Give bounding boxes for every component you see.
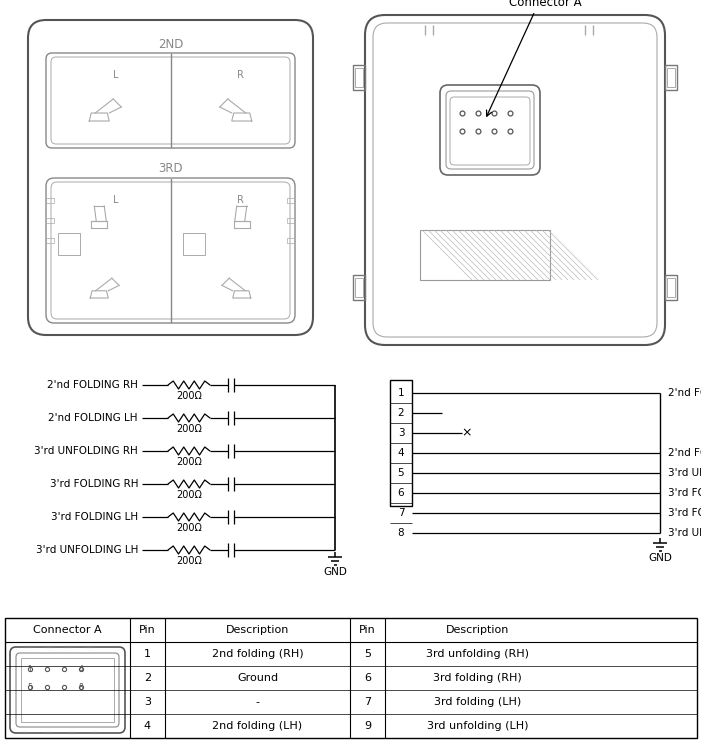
- Text: 200Ω: 200Ω: [176, 490, 202, 500]
- Bar: [287, 238, 295, 243]
- Text: 3RD: 3RD: [158, 161, 183, 174]
- Text: 4: 4: [144, 721, 151, 731]
- Text: 200Ω: 200Ω: [176, 556, 202, 566]
- Text: 9: 9: [364, 721, 371, 731]
- Text: Description: Description: [446, 625, 509, 635]
- Bar: [665, 275, 677, 300]
- Bar: [46, 238, 54, 243]
- Text: 3: 3: [397, 428, 404, 438]
- Text: 2ND: 2ND: [158, 38, 183, 51]
- Text: GND: GND: [648, 553, 672, 563]
- Bar: [667, 278, 675, 297]
- Text: 3'rd FOLDING LH: 3'rd FOLDING LH: [51, 512, 138, 522]
- Text: 6: 6: [397, 488, 404, 498]
- Text: Pin: Pin: [359, 625, 376, 635]
- Text: Description: Description: [226, 625, 290, 635]
- Bar: [353, 65, 365, 90]
- Bar: [355, 68, 363, 87]
- Text: R: R: [238, 70, 244, 80]
- Text: 2: 2: [144, 673, 151, 683]
- Text: 3rd unfolding (RH): 3rd unfolding (RH): [426, 649, 529, 659]
- Text: ×: ×: [462, 427, 472, 440]
- Bar: [390, 380, 412, 506]
- Bar: [46, 218, 54, 223]
- Text: 3'rd FOLDING RH: 3'rd FOLDING RH: [50, 479, 138, 489]
- Text: 200Ω: 200Ω: [176, 391, 202, 401]
- Bar: [58, 233, 80, 255]
- Text: 7: 7: [364, 697, 371, 707]
- Bar: [287, 198, 295, 203]
- Text: 3rd unfolding (LH): 3rd unfolding (LH): [427, 721, 529, 731]
- Text: 3'rd FOLDING RH: 3'rd FOLDING RH: [668, 488, 701, 498]
- Text: GND: GND: [323, 567, 347, 577]
- Bar: [182, 233, 205, 255]
- Text: 200Ω: 200Ω: [176, 457, 202, 467]
- Text: 1: 1: [27, 664, 32, 673]
- Bar: [667, 68, 675, 87]
- Text: 3: 3: [144, 697, 151, 707]
- Bar: [21, 658, 114, 722]
- Text: L: L: [114, 195, 119, 205]
- Text: 3rd folding (LH): 3rd folding (LH): [434, 697, 521, 707]
- Text: 8: 8: [79, 682, 83, 691]
- Text: 5: 5: [364, 649, 371, 659]
- Text: L: L: [114, 70, 119, 80]
- Text: Connector A: Connector A: [33, 625, 102, 635]
- Text: 1: 1: [144, 649, 151, 659]
- Text: 1: 1: [397, 388, 404, 398]
- Text: 3'rd FOLDING LH: 3'rd FOLDING LH: [668, 508, 701, 518]
- Text: 4: 4: [397, 448, 404, 458]
- Bar: [287, 218, 295, 223]
- Text: 8: 8: [397, 528, 404, 538]
- Text: 3'rd UNFOLDING RH: 3'rd UNFOLDING RH: [668, 468, 701, 478]
- Text: 2'nd FOLDING LH: 2'nd FOLDING LH: [668, 448, 701, 458]
- Text: 3'rd UNFOLDING LH: 3'rd UNFOLDING LH: [36, 545, 138, 555]
- Text: 3'rd UNFOLDING RH: 3'rd UNFOLDING RH: [34, 446, 138, 456]
- Bar: [5, 618, 697, 738]
- Bar: [353, 275, 365, 300]
- Bar: [420, 230, 550, 280]
- Text: 5: 5: [397, 468, 404, 478]
- Text: 200Ω: 200Ω: [176, 424, 202, 434]
- Text: 2nd folding (LH): 2nd folding (LH): [212, 721, 303, 731]
- Text: 4: 4: [79, 664, 83, 673]
- Bar: [355, 278, 363, 297]
- Text: Connector A: Connector A: [509, 0, 581, 10]
- Bar: [46, 198, 54, 203]
- Text: 2'nd FOLDING RH: 2'nd FOLDING RH: [668, 388, 701, 398]
- Text: Pin: Pin: [139, 625, 156, 635]
- Text: 200Ω: 200Ω: [176, 523, 202, 533]
- Text: R: R: [238, 195, 244, 205]
- Text: Ground: Ground: [237, 673, 278, 683]
- Text: -: -: [255, 697, 259, 707]
- Text: 6: 6: [364, 673, 371, 683]
- Text: 3'rd UNFOLDING LH: 3'rd UNFOLDING LH: [668, 528, 701, 538]
- Bar: [665, 65, 677, 90]
- Text: 2nd folding (RH): 2nd folding (RH): [212, 649, 304, 659]
- Text: 5: 5: [27, 682, 32, 691]
- Text: 3rd folding (RH): 3rd folding (RH): [433, 673, 522, 683]
- Text: 2'nd FOLDING RH: 2'nd FOLDING RH: [47, 380, 138, 390]
- Text: 7: 7: [397, 508, 404, 518]
- Text: 2: 2: [397, 408, 404, 418]
- Text: 2'nd FOLDING LH: 2'nd FOLDING LH: [48, 413, 138, 423]
